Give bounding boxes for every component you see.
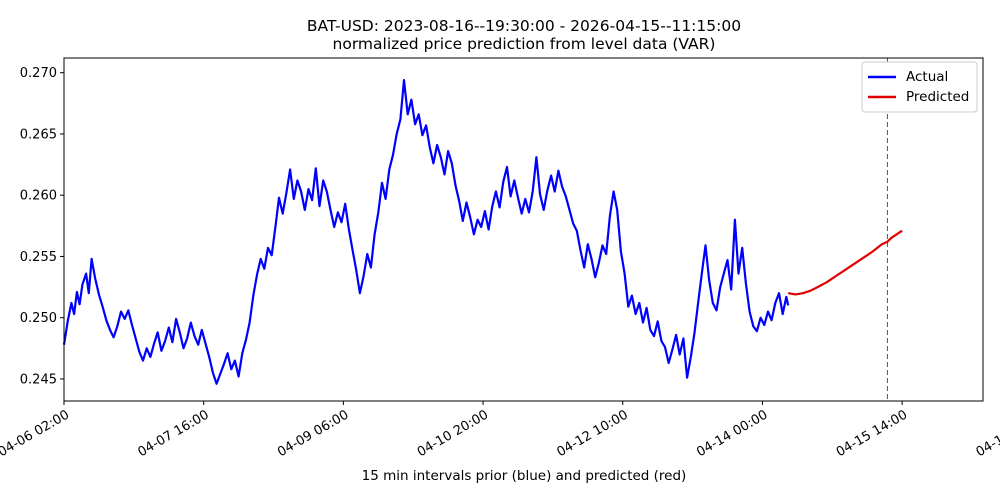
y-tick-label: 0.250	[20, 311, 57, 326]
series-group	[62, 79, 903, 385]
x-tick-label: 04-07 16:00	[135, 407, 211, 460]
y-tick-label: 0.260	[20, 189, 57, 204]
y-tick-label: 0.245	[20, 372, 57, 387]
y-tick-label: 0.270	[20, 66, 57, 81]
x-tick-label: 04-10 20:00	[415, 407, 491, 460]
x-tick-label: 04-15 14:00	[834, 407, 910, 460]
legend-predicted-label: Predicted	[906, 89, 969, 105]
x-tick-label: 04-14 00:00	[694, 407, 770, 460]
chart-title: BAT-USD: 2023-08-16--19:30:00 - 2026-04-…	[307, 17, 741, 35]
legend-box	[861, 61, 978, 113]
x-tick-label: 04-06 02:00	[0, 407, 72, 460]
x-tick-label: 04-09 06:00	[275, 407, 351, 460]
y-tick-label: 0.265	[20, 127, 57, 142]
x-tick-label: 04-12 10:00	[555, 407, 631, 460]
legend: Actual Predicted	[861, 61, 978, 113]
y-tick-label: 0.255	[20, 250, 57, 265]
x-tick-label: 04-17 04:00	[974, 407, 1000, 460]
series-line-predicted	[788, 229, 903, 296]
legend-actual-label: Actual	[906, 69, 948, 85]
axes-group: 0.245 0.250 0.255 0.260 0.265 0.270 04-06 02:0…	[0, 57, 1000, 460]
chart-subtitle: normalized price prediction from level d…	[333, 35, 716, 53]
axes-frame	[63, 57, 984, 402]
series-line-actual	[62, 79, 790, 385]
x-axis-label: 15 min intervals prior (blue) and predic…	[362, 468, 687, 484]
